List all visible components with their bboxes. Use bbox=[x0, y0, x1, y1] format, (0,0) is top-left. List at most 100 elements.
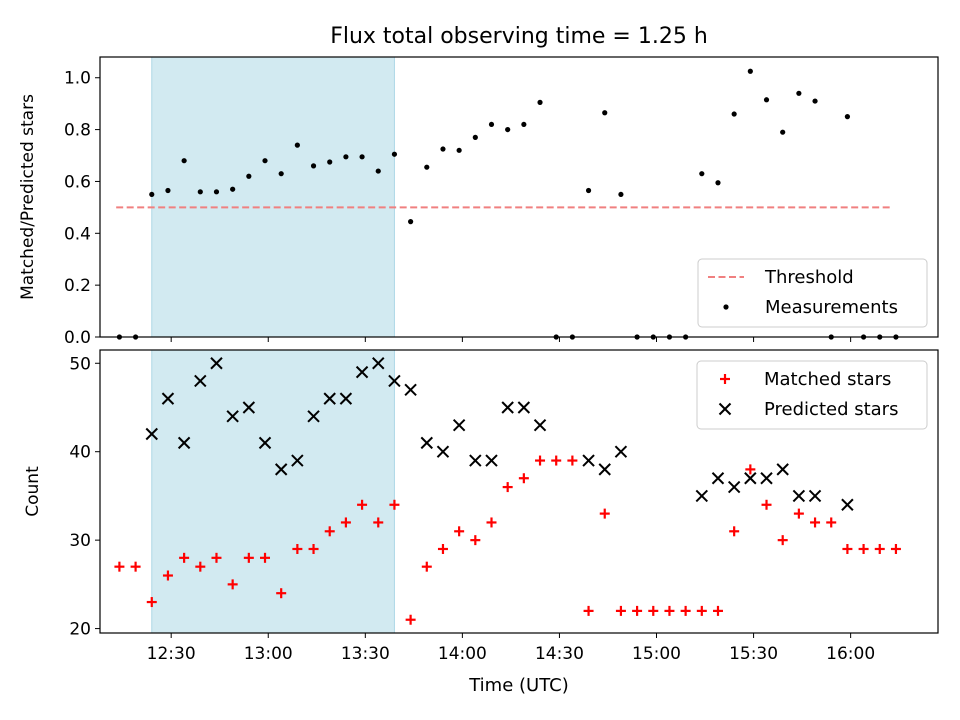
matched-point bbox=[292, 543, 303, 554]
matched-point bbox=[146, 597, 157, 608]
measurement-point bbox=[149, 191, 155, 198]
measurement-point bbox=[844, 114, 851, 120]
matched-point bbox=[179, 552, 190, 563]
matched-point bbox=[810, 517, 821, 528]
matched-point bbox=[454, 526, 465, 537]
matched-point bbox=[535, 455, 546, 466]
measurement-point bbox=[747, 68, 753, 74]
matched-point bbox=[260, 552, 271, 563]
legend-swatch bbox=[720, 374, 730, 384]
measurement-point bbox=[440, 146, 446, 152]
observing-window-shade bbox=[151, 349, 395, 634]
measurement-point bbox=[310, 163, 317, 169]
measurement-point bbox=[472, 134, 478, 140]
y-tick-label: 0.6 bbox=[64, 172, 91, 192]
predicted-point bbox=[226, 410, 239, 423]
matched-point bbox=[874, 543, 885, 554]
matched-point bbox=[340, 517, 351, 528]
predicted-point bbox=[695, 489, 709, 503]
matched-point bbox=[130, 561, 141, 572]
measurements-legend: Measurements bbox=[723, 297, 898, 318]
matched-point bbox=[842, 543, 853, 554]
legend-swatch bbox=[723, 304, 729, 310]
predicted-point bbox=[760, 472, 773, 485]
matched-point bbox=[583, 605, 594, 616]
measurement-point bbox=[391, 151, 398, 157]
predicted-point bbox=[274, 463, 288, 476]
predicted-point bbox=[452, 418, 466, 432]
measurement-point bbox=[699, 171, 705, 177]
measurement-point bbox=[715, 180, 721, 186]
measurement-point bbox=[262, 158, 268, 164]
measurement-point bbox=[424, 164, 430, 170]
y-tick-label: 0.0 bbox=[64, 328, 91, 348]
measurement-point bbox=[408, 219, 414, 225]
matched-legend: Matched stars bbox=[720, 369, 891, 390]
matched-point bbox=[324, 526, 335, 537]
y-tick-label: 40 bbox=[69, 443, 91, 463]
predicted-point bbox=[404, 383, 417, 397]
predicted-point bbox=[339, 392, 353, 405]
x-tick-label: 16:00 bbox=[826, 644, 875, 664]
matched-point bbox=[615, 605, 626, 616]
predicted-point bbox=[808, 489, 822, 503]
measurement-point bbox=[197, 189, 203, 195]
measurement-point bbox=[213, 189, 220, 195]
measurement-point bbox=[602, 110, 608, 116]
predicted-point bbox=[598, 463, 611, 476]
legend: Matched stars Predicted stars bbox=[696, 360, 928, 430]
matched-point bbox=[405, 614, 416, 625]
matched-point bbox=[664, 605, 675, 616]
predicted-point bbox=[841, 498, 854, 511]
legend-label: Measurements bbox=[765, 297, 898, 318]
predicted-point bbox=[533, 418, 547, 432]
measurement-point bbox=[780, 129, 786, 135]
matched-point bbox=[227, 579, 238, 590]
matched-point bbox=[793, 508, 804, 519]
matched-point bbox=[389, 499, 400, 510]
measurement-point bbox=[181, 158, 187, 164]
matched-point bbox=[437, 543, 448, 554]
matched-point bbox=[114, 561, 125, 572]
predicted-point bbox=[323, 392, 336, 405]
matched-point bbox=[373, 517, 384, 528]
y-tick-label: 0.2 bbox=[64, 276, 91, 296]
count-panel: 20 30 40 50 12:30 13:00 13:30 14:00 14:30 15:00 15… bbox=[23, 349, 939, 664]
y-axis-label: Matched/Predicted stars bbox=[18, 94, 38, 300]
matched-point bbox=[745, 464, 756, 475]
predicted-point bbox=[388, 374, 401, 388]
predicted-point bbox=[291, 454, 304, 467]
x-tick-label: 12:30 bbox=[147, 644, 196, 664]
y-tick-label: 1.0 bbox=[64, 69, 91, 89]
plot-frame bbox=[99, 349, 939, 634]
measurement-point bbox=[618, 191, 624, 198]
predicted-point bbox=[242, 401, 256, 414]
matched-point bbox=[551, 455, 562, 466]
measurement-point bbox=[278, 171, 284, 177]
y-axis-label: Count bbox=[23, 466, 43, 517]
legend: Threshold Measurements bbox=[697, 258, 928, 328]
predicted-point bbox=[145, 427, 158, 441]
matched-point bbox=[858, 543, 869, 554]
threshold-legend: Threshold bbox=[708, 267, 854, 288]
matched-point bbox=[195, 561, 206, 572]
predicted-point bbox=[436, 445, 450, 458]
matched-point bbox=[211, 552, 222, 563]
matched-point bbox=[357, 499, 368, 510]
y-tick-label: 50 bbox=[69, 354, 91, 374]
predicted-point bbox=[161, 392, 175, 405]
predicted-point bbox=[420, 436, 433, 450]
x-axis-label: Time (UTC) bbox=[468, 675, 569, 696]
predicted-point bbox=[727, 480, 741, 494]
y-tick-label: 20 bbox=[69, 620, 91, 640]
predicted-point bbox=[517, 401, 531, 414]
matched-point bbox=[696, 605, 707, 616]
matched-point bbox=[632, 605, 643, 616]
matched-point bbox=[648, 605, 659, 616]
data-points bbox=[114, 357, 901, 625]
predicted-point bbox=[194, 374, 207, 388]
predicted-point bbox=[177, 436, 191, 450]
measurement-point bbox=[505, 126, 511, 133]
measurement-point bbox=[294, 142, 300, 148]
